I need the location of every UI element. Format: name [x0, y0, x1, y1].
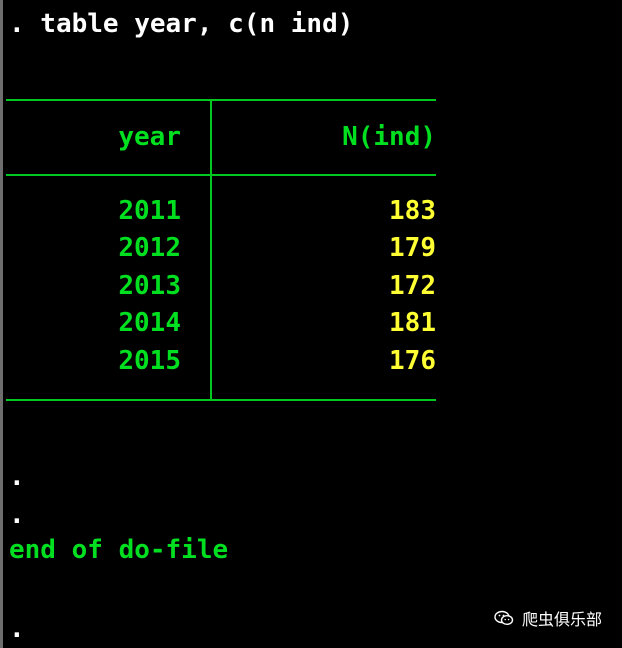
count-cell: 181: [389, 308, 436, 338]
year-cell: 2011: [118, 196, 181, 226]
count-cell: 176: [389, 346, 436, 376]
watermark-text: 爬虫俱乐部: [521, 610, 602, 629]
column-header-n-ind: N(ind): [342, 122, 436, 152]
count-cell: 179: [389, 233, 436, 263]
year-cell: 2015: [118, 346, 181, 376]
table-column-divider: [210, 100, 212, 401]
year-cell: 2013: [118, 271, 181, 301]
count-cell: 183: [389, 196, 436, 226]
wechat-icon: [494, 610, 514, 626]
count-cell: 172: [389, 271, 436, 301]
column-header-year: year: [118, 122, 181, 152]
end-of-do-file-message: end of do-file: [9, 535, 229, 565]
table-bottom-rule: [6, 399, 436, 401]
year-cell: 2012: [118, 233, 181, 263]
prompt-dot: .: [9, 462, 25, 492]
table-top-rule: [6, 99, 436, 101]
table-header-rule: [6, 174, 436, 176]
window-left-border: [0, 0, 3, 648]
prompt-dot: .: [9, 614, 25, 644]
prompt-dot: .: [9, 500, 25, 530]
watermark: 爬虫俱乐部: [494, 606, 602, 630]
command-line: . table year, c(n ind): [9, 9, 354, 39]
year-cell: 2014: [118, 308, 181, 338]
